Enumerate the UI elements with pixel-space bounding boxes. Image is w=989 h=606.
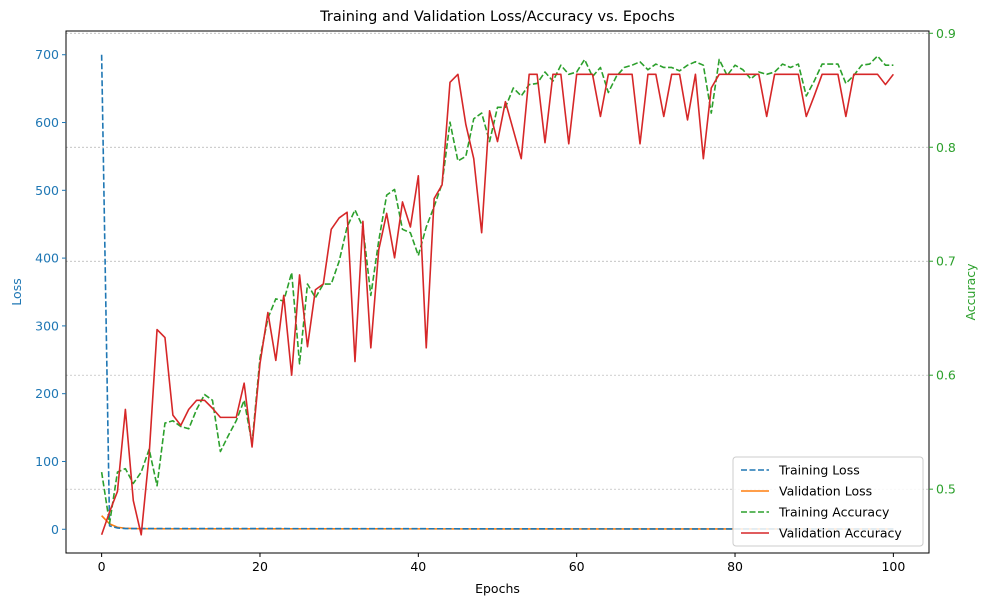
y-right-tick-label: 0.7 — [936, 254, 956, 269]
y-right-tick-label: 0.6 — [936, 368, 956, 383]
y-left-tick-label: 0 — [51, 522, 59, 537]
legend: Training Loss Validation Loss Training Acc… — [732, 456, 924, 547]
series-line-training-loss — [100, 54, 894, 530]
axes: 0 20 40 60 80 100 0 100 200 300 400 500 600 700 0.5 0.6… — [35, 26, 956, 574]
y-axis-left-label: Loss — [9, 278, 24, 305]
legend-box — [732, 456, 924, 547]
y-left-tick-label: 200 — [35, 386, 59, 401]
y-right-tick-label: 0.9 — [936, 26, 956, 41]
y-left-tick-label: 600 — [35, 115, 59, 130]
y-left-tick-label: 100 — [35, 454, 59, 469]
gridlines — [66, 32, 929, 490]
y-axis-right-label: Accuracy — [963, 263, 978, 321]
chart-title: Training and Validation Loss/Accuracy vs… — [319, 9, 675, 25]
x-tick-label: 20 — [252, 559, 268, 574]
x-tick-label: 80 — [727, 559, 743, 574]
y-left-tick-label: 500 — [35, 183, 59, 198]
x-tick-label: 100 — [881, 559, 905, 574]
series-line-training-accuracy — [100, 55, 894, 525]
series-line-validation-accuracy — [100, 73, 895, 536]
plot-frame — [65, 30, 930, 554]
x-tick-label: 40 — [410, 559, 426, 574]
series-layer — [100, 54, 895, 536]
legend-label: Training Loss — [778, 463, 860, 478]
y-right-tick-label: 0.8 — [936, 140, 956, 155]
legend-label: Training Accuracy — [778, 505, 890, 520]
y-left-tick-label: 700 — [35, 47, 59, 62]
legend-label: Validation Loss — [779, 484, 872, 499]
x-axis-label: Epochs — [475, 581, 520, 596]
y-left-tick-label: 400 — [35, 251, 59, 266]
x-tick-label: 60 — [569, 559, 585, 574]
y-left-tick-label: 300 — [35, 318, 59, 333]
y-right-tick-label: 0.5 — [936, 482, 956, 497]
legend-label: Validation Accuracy — [779, 526, 902, 541]
x-tick-label: 0 — [98, 559, 106, 574]
